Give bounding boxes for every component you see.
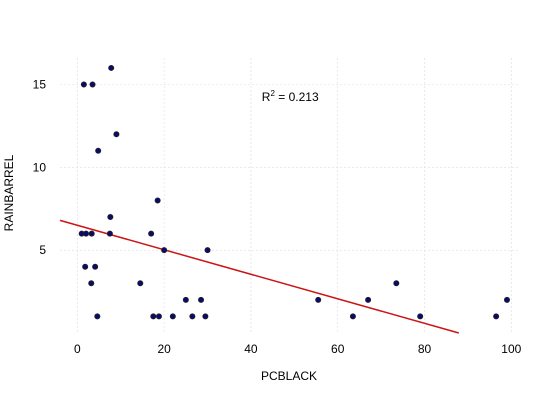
data-point [113, 131, 120, 138]
data-point [108, 64, 115, 71]
data-point [198, 296, 205, 303]
data-point [150, 313, 157, 320]
data-points [78, 64, 510, 320]
data-point [204, 247, 211, 254]
x-tick-label: 40 [244, 342, 258, 356]
data-point [349, 313, 356, 320]
data-point [83, 230, 90, 237]
data-point [169, 313, 176, 320]
annotation-rest: = 0.213 [275, 90, 319, 104]
data-point [82, 263, 89, 270]
y-tick-label: 10 [33, 160, 47, 174]
trend-line [59, 219, 460, 334]
data-point [393, 280, 400, 287]
data-point [95, 147, 102, 154]
y-axis-title: RAINBARREL [2, 154, 16, 231]
x-tick-label: 60 [331, 342, 345, 356]
data-point [417, 313, 424, 320]
r-squared-annotation: R2 = 0.213 [262, 89, 319, 104]
data-point [155, 313, 162, 320]
data-point [161, 247, 168, 254]
data-point [107, 214, 114, 221]
data-point [154, 197, 161, 204]
data-point [80, 81, 87, 88]
data-point [182, 296, 189, 303]
data-point [137, 280, 144, 287]
data-point [94, 313, 101, 320]
data-point [189, 313, 196, 320]
x-tick-label: 0 [74, 342, 81, 356]
data-point [148, 230, 155, 237]
grid [60, 58, 520, 333]
x-axis-title: PCBLACK [261, 369, 317, 383]
data-point [202, 313, 209, 320]
trend-line-group [59, 219, 460, 334]
tick-labels: 0 20 40 60 80 100 5 10 15 [33, 78, 522, 356]
data-point [365, 296, 372, 303]
x-tick-label: 100 [501, 342, 521, 356]
y-tick-label: 5 [39, 243, 46, 257]
annotation-base: R [262, 90, 271, 104]
annotation-superscript: 2 [270, 89, 275, 98]
data-point [88, 230, 95, 237]
data-point [106, 230, 113, 237]
x-tick-label: 80 [418, 342, 432, 356]
data-point [493, 313, 500, 320]
y-tick-label: 15 [33, 78, 47, 92]
data-point [92, 263, 99, 270]
data-point [89, 81, 96, 88]
x-tick-label: 20 [157, 342, 171, 356]
data-point [503, 296, 510, 303]
data-point [88, 280, 95, 287]
data-point [315, 296, 322, 303]
